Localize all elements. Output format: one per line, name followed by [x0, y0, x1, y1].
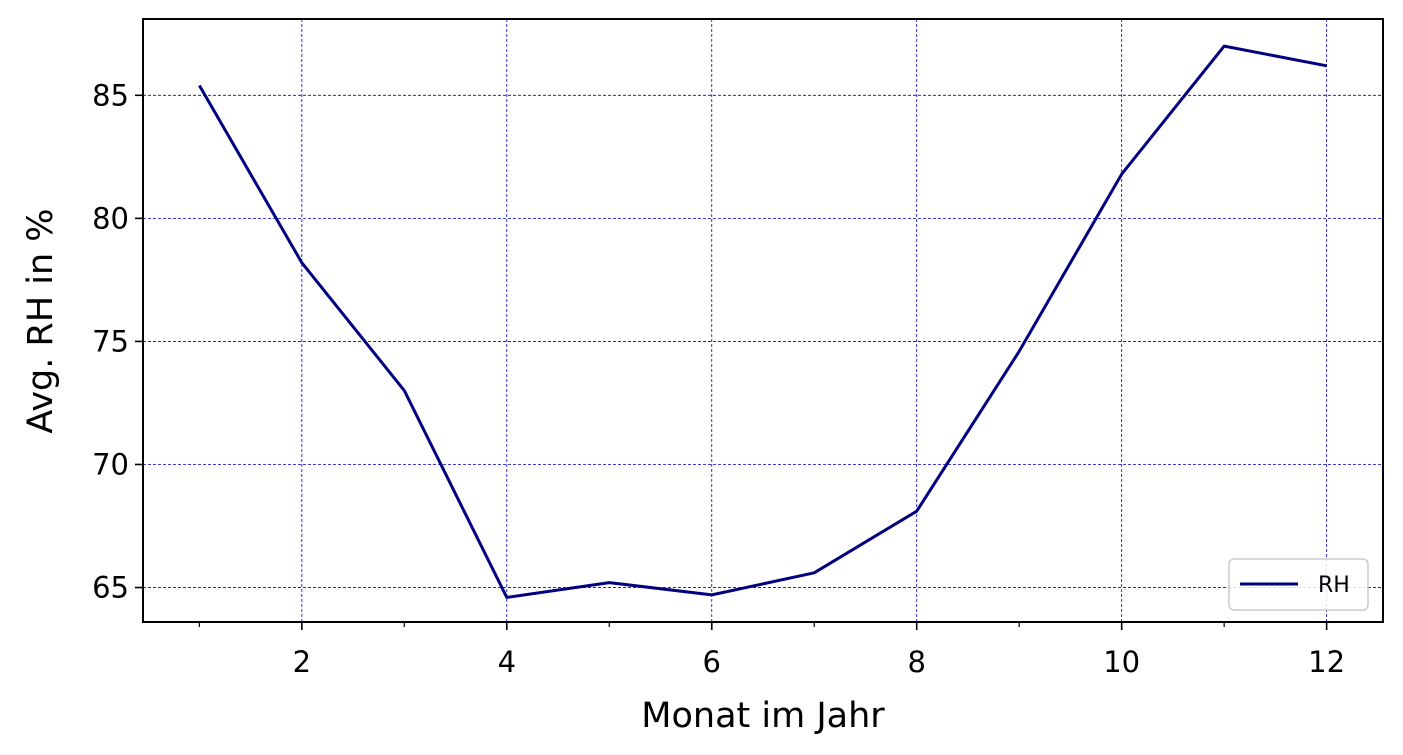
x-tick-label: 2 [293, 645, 311, 679]
y-axis: 65 70 75 80 85 [92, 78, 143, 605]
legend: RH [1228, 558, 1369, 611]
y-tick-label: 85 [92, 78, 129, 112]
x-tick-label: 6 [703, 645, 721, 679]
x-tick-label: 4 [498, 645, 516, 679]
series-layer [198, 44, 1327, 599]
y-tick-label: 75 [92, 324, 129, 358]
x-axis-label: Monat im Jahr [641, 696, 885, 736]
x-axis: 2 4 6 8 10 12 [198, 622, 1345, 679]
legend-box [1228, 558, 1369, 611]
x-tick-label: 8 [907, 645, 925, 679]
y-axis-label: Avg. RH in % [21, 208, 61, 433]
y-tick-label: 80 [92, 201, 129, 235]
y-tick-label: 70 [92, 447, 129, 481]
plot-area-frame [142, 18, 1384, 623]
y-tick-label: 65 [92, 571, 129, 605]
grid-lines [143, 19, 1383, 622]
x-tick-label: 12 [1308, 645, 1345, 679]
legend-label-rh: RH [1318, 573, 1350, 598]
x-tick-label: 10 [1103, 645, 1140, 679]
series-line-rh [198, 44, 1327, 599]
